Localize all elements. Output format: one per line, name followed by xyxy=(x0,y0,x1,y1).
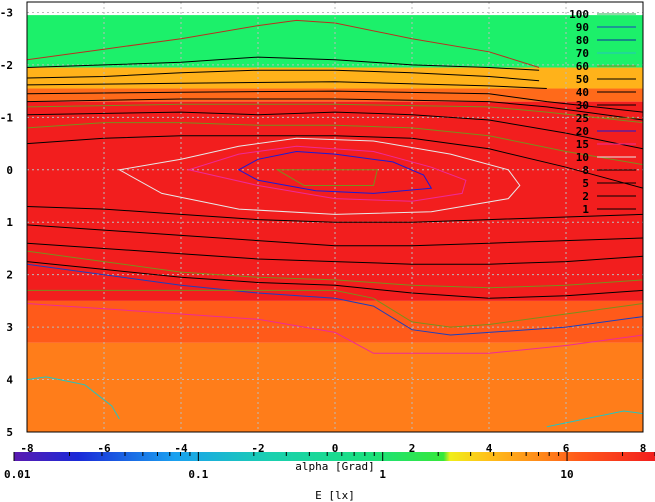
contour-line-3 xyxy=(27,81,547,89)
y-tick-label-4: 1 xyxy=(6,216,13,229)
contour-line-7 xyxy=(27,111,643,150)
legend-label-6: 40 xyxy=(576,86,589,99)
contour-line-19 xyxy=(546,410,643,428)
contour-line-17 xyxy=(27,303,643,354)
legend-label-9: 20 xyxy=(576,125,589,138)
x-tick-label-8: 8 xyxy=(640,442,647,455)
contour-line-5 xyxy=(27,98,643,121)
colorbar-tick-label-0: 0.01 xyxy=(4,468,31,481)
legend-label-10: 15 xyxy=(576,138,589,151)
contour-line-6 xyxy=(27,103,643,124)
colorbar-tick-label-2: 1 xyxy=(379,468,386,481)
colorbar-label: E [lx] xyxy=(315,489,355,502)
contour-line-14 xyxy=(27,261,643,299)
contour-line-13 xyxy=(27,250,643,289)
legend-label-0: 100 xyxy=(569,8,589,21)
x-axis-label: alpha [Grad] xyxy=(295,460,374,473)
contour-line-16 xyxy=(27,289,643,328)
colorbar-ticks: 0.01 0.1 1 10 xyxy=(4,452,655,481)
legend-label-2: 80 xyxy=(576,34,589,47)
contour-line-23 xyxy=(275,169,378,186)
colorbar-tick-label-3: 10 xyxy=(560,468,573,481)
x-tick-label-1: -6 xyxy=(97,442,111,455)
y-tick-label-3: 0 xyxy=(6,164,13,177)
legend-label-13: 5 xyxy=(582,177,589,190)
y-tick-label-5: 2 xyxy=(6,269,13,282)
legend-label-3: 70 xyxy=(576,47,589,60)
y-tick-labels: -3 -2 -1 0 1 2 3 4 5 xyxy=(0,6,13,439)
legend-label-5: 50 xyxy=(576,73,589,86)
y-tick-label-2: -1 xyxy=(0,111,13,124)
colorbar-tick-label-1: 0.1 xyxy=(188,468,208,481)
x-tick-label-4: 0 xyxy=(332,442,339,455)
contour-line-2 xyxy=(27,69,540,82)
contour-line-11 xyxy=(27,224,643,247)
plot-frame xyxy=(26,1,644,433)
legend-label-14: 2 xyxy=(582,190,589,203)
contour-lines xyxy=(27,19,643,428)
x-tick-label-5: 2 xyxy=(409,442,416,455)
y-tick-label-6: 3 xyxy=(6,321,13,334)
contour-line-20 xyxy=(117,137,521,215)
contour-line-1 xyxy=(27,56,540,71)
y-tick-label-7: 4 xyxy=(6,374,13,387)
legend-label-15: 1 xyxy=(582,203,589,216)
contour-line-15 xyxy=(27,263,643,336)
contour-line-18 xyxy=(27,376,120,420)
x-tick-label-0: -8 xyxy=(20,442,33,455)
contour-line-12 xyxy=(27,242,643,265)
x-tick-labels: -8 -6 -4 -2 0 2 4 6 8 xyxy=(20,442,646,455)
contour-line-4 xyxy=(27,90,643,113)
x-tick-label-3: -2 xyxy=(251,442,264,455)
x-tick-label-7: 6 xyxy=(563,442,570,455)
contour-line-21 xyxy=(186,145,467,202)
legend-label-8: 25 xyxy=(576,112,589,125)
contour-line-0 xyxy=(27,19,540,68)
x-tick-label-2: -4 xyxy=(174,442,188,455)
colorbar xyxy=(14,452,655,461)
legend-label-1: 90 xyxy=(576,21,589,34)
y-tick-label-1: -2 xyxy=(0,59,13,72)
contour-line-22 xyxy=(237,150,433,194)
contour-line-9 xyxy=(27,135,643,189)
legend-label-11: 10 xyxy=(576,151,589,164)
contour-line-8 xyxy=(27,122,643,166)
contour-line-10 xyxy=(27,206,643,223)
y-tick-label-0: -3 xyxy=(0,6,13,19)
legend-label-12: 8 xyxy=(582,164,589,177)
legend-label-4: 60 xyxy=(576,60,589,73)
x-tick-label-6: 4 xyxy=(486,442,493,455)
legend-label-7: 30 xyxy=(576,99,589,112)
y-tick-label-8: 5 xyxy=(6,426,13,439)
